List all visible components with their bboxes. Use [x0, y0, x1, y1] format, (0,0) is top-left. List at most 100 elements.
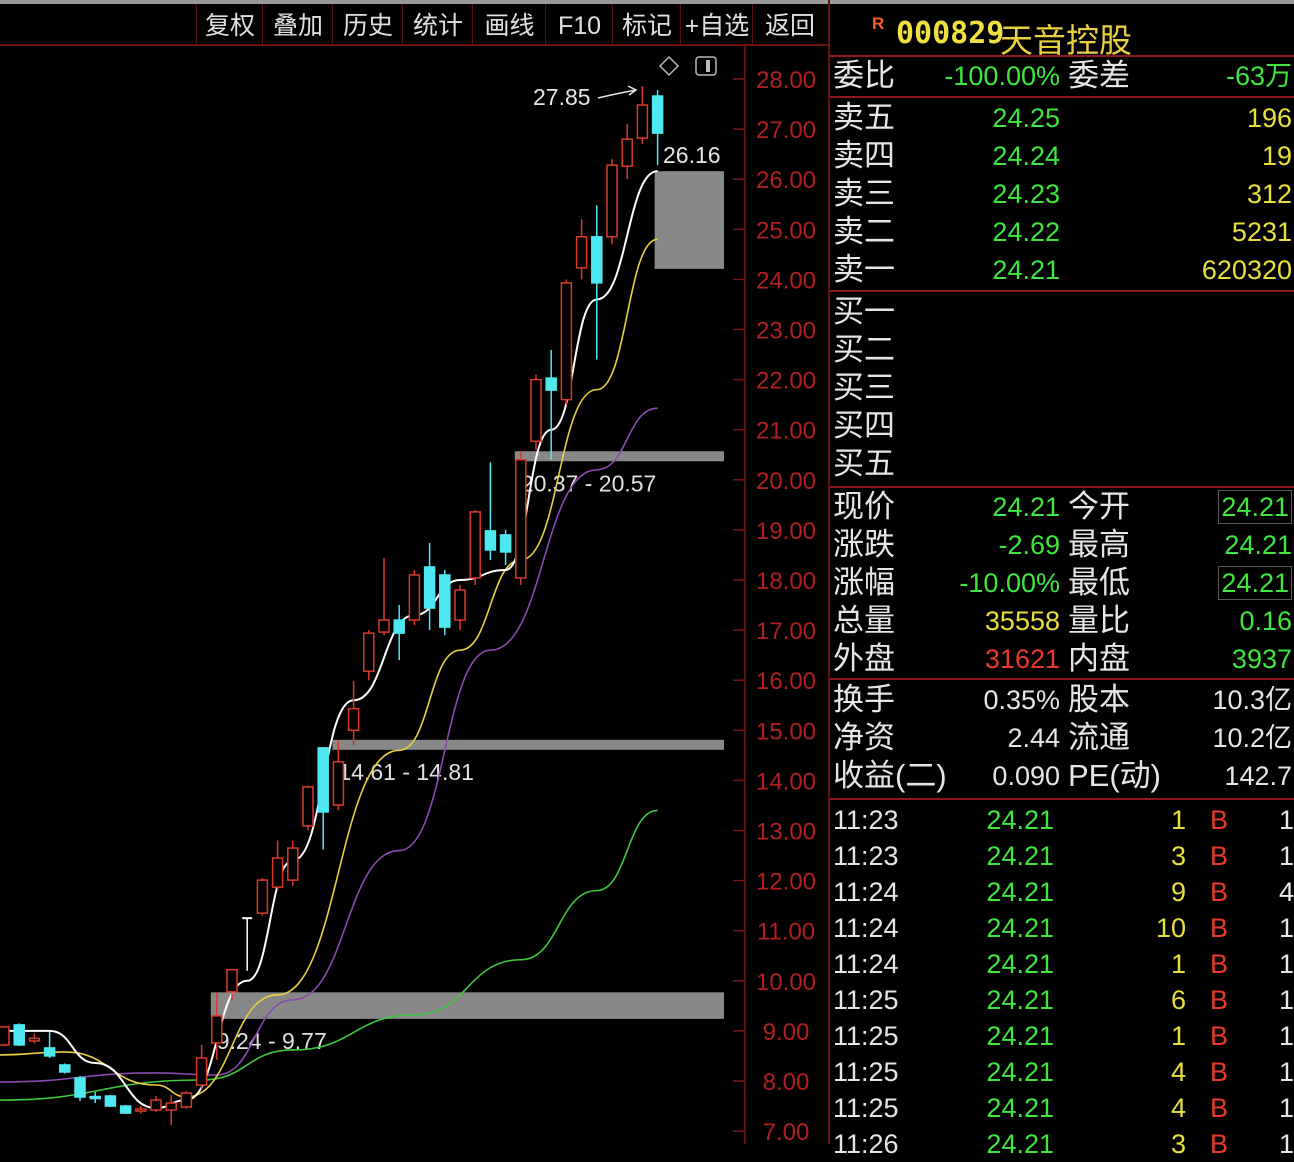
tick-row: 11:25 24.21 1 B 1: [830, 1018, 1294, 1054]
candle: [560, 279, 573, 405]
field-value: 0.16: [1239, 606, 1292, 636]
candle: [591, 205, 603, 360]
stock-header: R 000829 天音控股: [830, 0, 1294, 59]
panel-toggle-icon[interactable]: [695, 56, 717, 76]
candle: [439, 569, 451, 636]
toolbar-button[interactable]: 返回: [752, 4, 827, 44]
candle: [302, 785, 314, 831]
tick-side: B: [1210, 1021, 1229, 1051]
tick-price: 24.21: [986, 1021, 1054, 1051]
tick-volume: 4: [1170, 1093, 1186, 1123]
field-value: 24.21: [1218, 490, 1292, 524]
candle: [211, 992, 223, 1060]
ask-row[interactable]: 卖四 24.24 19: [830, 137, 1294, 175]
bid-row: 买五: [830, 445, 1294, 483]
ask-price: 24.25: [992, 103, 1060, 133]
tick-time: 11:24: [833, 913, 899, 943]
stat-row: 涨幅 -10.00% 最低 24.21: [830, 564, 1294, 602]
price-tick-label: 8.00: [763, 1069, 810, 1096]
margin-badge: R: [872, 14, 885, 33]
ma60-line: [0, 809, 658, 1101]
bid-row: 买二: [830, 331, 1294, 369]
tick-time: 11:26: [833, 1129, 899, 1159]
tick-price: 24.21: [986, 985, 1054, 1015]
toolbar-button[interactable]: +自选: [680, 4, 753, 44]
field-value: 3937: [1231, 644, 1292, 674]
tick-count: 1: [1278, 805, 1294, 835]
candle: [271, 840, 284, 891]
ask-volume: 312: [1246, 179, 1292, 209]
ask-volume: 5231: [1231, 217, 1292, 247]
tick-volume: 6: [1170, 985, 1186, 1015]
tick-row: 11:25 24.21 6 B 1: [830, 982, 1294, 1018]
ma5-line: [0, 170, 658, 1110]
ask-price: 24.22: [992, 217, 1060, 247]
stat-row: 总量 35558 量比 0.16: [830, 602, 1294, 640]
ask-row[interactable]: 卖五 24.25 196: [830, 99, 1294, 137]
ma5-value-label: 26.16: [663, 142, 721, 168]
tick-time: 11:25: [833, 985, 899, 1015]
price-tick-label: 17.00: [756, 618, 816, 645]
candle: [135, 1106, 147, 1114]
field-label: 流通: [1068, 720, 1130, 755]
tick-price: 24.21: [986, 949, 1054, 979]
candle: [423, 542, 436, 631]
field-value: -10.00%: [959, 568, 1060, 598]
field-label: 股本: [1068, 682, 1130, 717]
price-tick-label: 21.00: [756, 418, 816, 445]
field-label: 内盘: [1068, 641, 1130, 676]
divider: [830, 96, 1294, 98]
price-tick-label: 27.00: [756, 117, 816, 144]
tick-time: 11:23: [833, 805, 899, 835]
tick-price: 24.21: [986, 841, 1054, 871]
candle: [0, 1025, 10, 1046]
tick-side: B: [1210, 985, 1229, 1015]
candle: [195, 1044, 208, 1091]
candle: [287, 840, 299, 886]
toolbar-button[interactable]: 复权: [196, 4, 263, 44]
toolbar-button[interactable]: 画线: [472, 4, 546, 44]
ask-row[interactable]: 卖一 24.21 620320: [830, 251, 1294, 289]
candle: [74, 1075, 86, 1102]
field-label: 外盘: [833, 641, 895, 676]
diamond-icon[interactable]: [658, 55, 680, 77]
kline-chart-pane[interactable]: 9.24 - 9.77 14.61 - 14.81 20.37 - 20.57 28.…: [0, 0, 828, 1144]
candle: [165, 1095, 177, 1126]
price-tick-label: 20.00: [756, 468, 816, 495]
tick-volume: 1: [1170, 805, 1186, 835]
ask-price: 24.21: [992, 255, 1060, 285]
tick-time: 11:23: [833, 841, 899, 871]
kline-chart[interactable]: 9.24 - 9.77 14.61 - 14.81 20.37 - 20.57 28.…: [0, 0, 828, 1144]
toolbar-button[interactable]: 历史: [332, 4, 403, 44]
ask-level-label: 卖五: [833, 100, 895, 135]
ask-row[interactable]: 卖二 24.22 5231: [830, 213, 1294, 251]
field-label: 量比: [1068, 603, 1130, 638]
field-value: -2.69: [998, 530, 1060, 560]
toolbar-button[interactable]: F10: [545, 4, 613, 44]
candle: [150, 1096, 162, 1113]
candle: [363, 630, 375, 681]
field-label: 今开: [1068, 489, 1130, 524]
tick-volume: 1: [1170, 1021, 1186, 1051]
ask-volume: 620320: [1201, 255, 1292, 285]
tick-row: 11:24 24.21 9 B 4: [830, 874, 1294, 910]
ask-row[interactable]: 卖三 24.23 312: [830, 175, 1294, 213]
tick-volume: 9: [1170, 877, 1186, 907]
price-tick-label: 19.00: [756, 518, 816, 545]
field-value: 24.21: [992, 492, 1060, 522]
candle: [636, 86, 649, 145]
field-value: 35558: [984, 606, 1060, 636]
tick-count: 1: [1278, 949, 1294, 979]
toolbar-button[interactable]: 标记: [612, 4, 681, 44]
price-zone: [332, 739, 724, 750]
tick-count: 1: [1278, 913, 1294, 943]
candle: [621, 124, 633, 180]
toolbar-button[interactable]: 统计: [402, 4, 473, 44]
tick-volume: 10: [1155, 913, 1186, 943]
stat-row: 现价 24.21 今开 24.21: [830, 488, 1294, 526]
field-value: 2.44: [1007, 723, 1060, 753]
candle: [499, 529, 512, 565]
ask-price: 24.23: [992, 179, 1060, 209]
candle: [89, 1092, 101, 1104]
toolbar-button[interactable]: 叠加: [262, 4, 333, 44]
